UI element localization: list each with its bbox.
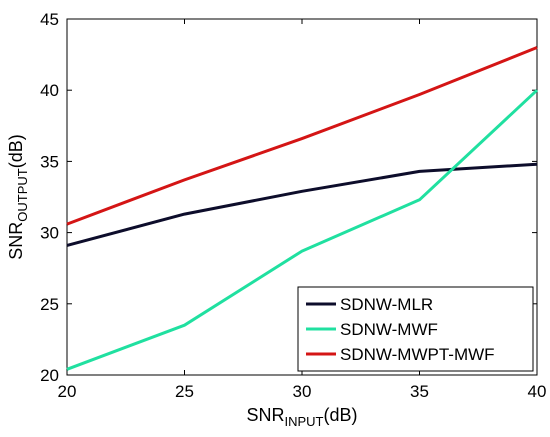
x-tick-label: 25 [175, 382, 194, 401]
y-tick-label: 20 [40, 366, 59, 385]
x-axis-label: SNRINPUT(dB) [246, 405, 357, 429]
y-axis-label-main: SNR [6, 222, 26, 260]
x-axis-label-sub: INPUT [285, 414, 324, 429]
y-tick-label: 25 [40, 295, 59, 314]
legend-label: SDNW-MWF [340, 320, 438, 339]
axis-ticks [66, 18, 538, 376]
series-lines [66, 46, 539, 371]
legend-box [297, 286, 534, 372]
y-tick-label: 35 [40, 152, 59, 171]
series-line-sdnw-mlr [66, 162, 538, 247]
series-line-sdnw-mwpt-mwf [66, 46, 538, 226]
x-axis-label-main: SNR [246, 405, 284, 425]
y-tick-label: 40 [40, 81, 59, 100]
tick-labels: 20 25 30 35 40 20 25 30 35 40 45 [40, 10, 546, 401]
y-axis-label-unit: (dB) [6, 134, 26, 168]
legend-label: SDNW-MWPT-MWF [340, 345, 495, 364]
legend-label: SDNW-MLR [340, 295, 433, 314]
x-tick-label: 30 [293, 382, 312, 401]
y-axis-label-sub: OUTPUT [15, 168, 30, 222]
y-tick-label: 30 [40, 224, 59, 243]
x-axis-label-unit: (dB) [324, 405, 358, 425]
legend: SDNW-MLR SDNW-MWF SDNW-MWPT-MWF [297, 286, 534, 372]
x-tick-label: 40 [528, 382, 547, 401]
y-axis-label: SNROUTPUT(dB) [6, 134, 30, 259]
x-tick-label: 20 [58, 382, 77, 401]
x-tick-label: 35 [410, 382, 429, 401]
y-tick-label: 45 [40, 10, 59, 29]
series-line-sdnw-mwf [66, 89, 539, 371]
legend-entries: SDNW-MLR SDNW-MWF SDNW-MWPT-MWF [306, 295, 495, 364]
